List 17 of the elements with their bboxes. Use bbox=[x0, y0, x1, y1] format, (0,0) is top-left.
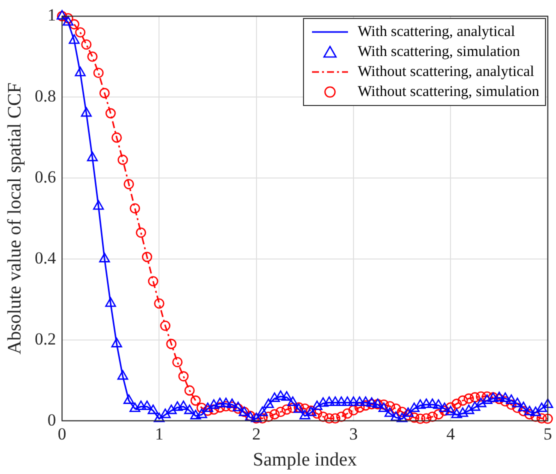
x-tick-label: 5 bbox=[544, 424, 552, 444]
legend-label: Without scattering, analytical bbox=[358, 63, 534, 82]
y-tick-label: 0 bbox=[48, 410, 56, 430]
legend-label: With scattering, simulation bbox=[358, 43, 520, 62]
x-tick-label: 2 bbox=[252, 424, 261, 444]
legend-label: With scattering, analytical bbox=[358, 23, 516, 42]
legend-label: Without scattering, simulation bbox=[358, 83, 540, 102]
y-tick-label: 0.4 bbox=[34, 248, 57, 268]
y-tick-label: 1 bbox=[48, 6, 56, 25]
x-tick-label: 1 bbox=[154, 424, 164, 444]
x-tick-label: 4 bbox=[446, 424, 456, 444]
x-axis-title: Sample index bbox=[252, 450, 358, 471]
y-tick-label: 0.8 bbox=[34, 86, 56, 106]
x-tick-label: 3 bbox=[349, 424, 358, 444]
y-tick-label: 0.2 bbox=[34, 329, 56, 348]
y-tick-label: 0.6 bbox=[34, 168, 56, 187]
y-axis-title: Absolute value of local spatial CCF bbox=[4, 82, 26, 354]
